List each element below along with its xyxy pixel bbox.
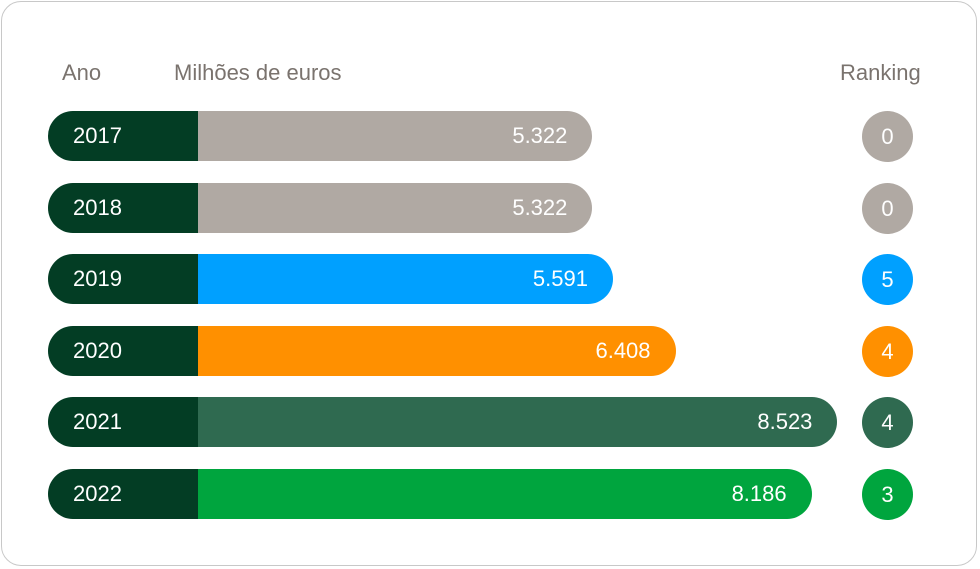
ranking-badge: 4 xyxy=(862,326,913,377)
ranking-badge: 3 xyxy=(862,469,913,520)
ranking-badge: 5 xyxy=(862,254,913,305)
year-label: 2022 xyxy=(48,469,198,519)
value-label: 5.322 xyxy=(512,195,568,220)
year-label: 2021 xyxy=(48,397,198,447)
year-label: 2019 xyxy=(48,254,198,304)
value-column-header: Milhões de euros xyxy=(174,60,342,85)
year-column-header: Ano xyxy=(62,60,102,85)
year-label: 2017 xyxy=(48,111,198,161)
value-bar xyxy=(185,254,613,304)
value-bar xyxy=(185,183,593,233)
ranking-badge: 0 xyxy=(862,111,913,162)
ranking-badge: 4 xyxy=(862,397,913,448)
value-label: 5.591 xyxy=(532,266,588,291)
value-label: 8.186 xyxy=(731,481,787,506)
ranking-column-header: Ranking xyxy=(840,60,921,85)
year-label: 2020 xyxy=(48,326,198,376)
value-bar xyxy=(185,111,593,161)
value-label: 5.322 xyxy=(512,123,568,148)
year-label: 2018 xyxy=(48,183,198,233)
value-label: 6.408 xyxy=(595,338,651,363)
value-bar xyxy=(185,469,812,519)
value-bar xyxy=(185,397,838,447)
ranking-badge: 0 xyxy=(862,183,913,234)
value-bar xyxy=(185,326,676,376)
value-label: 8.523 xyxy=(757,409,813,434)
